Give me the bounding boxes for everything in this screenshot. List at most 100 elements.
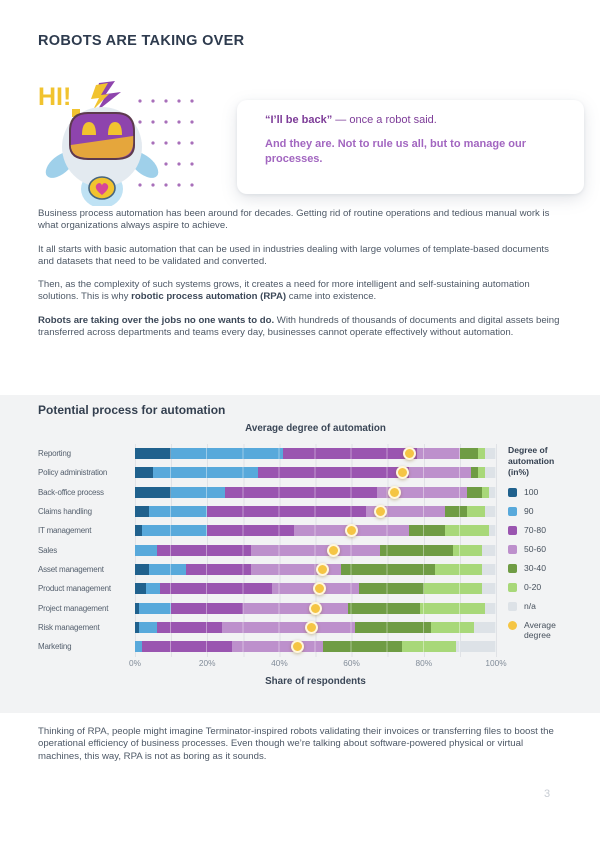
legend-swatch-icon xyxy=(508,507,517,516)
bar-segment-30-40 xyxy=(358,583,424,595)
bar-row: Risk management xyxy=(38,618,496,637)
bar-segment-0-20 xyxy=(452,544,482,556)
bar-segment-30-40 xyxy=(459,448,478,460)
bar-segment-70-80 xyxy=(257,467,410,479)
legend-item-0-20: 0-20 xyxy=(508,582,594,601)
legend-swatch-icon xyxy=(508,545,517,554)
bar-segment-50-60 xyxy=(409,467,471,479)
chart-section-title: Potential process for automation xyxy=(38,403,226,417)
category-label: Project management xyxy=(38,603,109,613)
bar-segment-90 xyxy=(145,583,161,595)
legend-item-70-80: 70-80 xyxy=(508,525,594,544)
bar-segment-n/a xyxy=(481,563,496,575)
bar-segment-70-80 xyxy=(225,486,377,498)
legend-label: 50-60 xyxy=(524,544,546,554)
bar-segment-100 xyxy=(135,506,150,518)
average-degree-dot xyxy=(316,562,330,576)
bar-segment-90 xyxy=(138,621,157,633)
legend-swatch-icon xyxy=(508,602,517,611)
bar-segment-0-20 xyxy=(420,602,486,614)
bar-segment-100 xyxy=(135,467,154,479)
paragraph-1: Business process automation has been aro… xyxy=(38,208,550,232)
stacked-bar xyxy=(135,562,496,576)
bar-segment-n/a xyxy=(488,525,496,537)
bar-segment-30-40 xyxy=(467,486,482,498)
robot-illustration: HI! xyxy=(38,81,194,206)
legend-swatch-icon xyxy=(508,583,517,592)
bar-segment-0-20 xyxy=(445,525,489,537)
bar-segment-30-40 xyxy=(340,563,435,575)
bar-segment-50-60 xyxy=(243,602,348,614)
bar-row: Claims handling xyxy=(38,502,496,521)
category-label: Risk management xyxy=(38,622,100,632)
bar-segment-n/a xyxy=(485,448,496,460)
chart-panel: Potential process for automation Average… xyxy=(0,395,600,713)
robot-face xyxy=(69,112,135,160)
bar-segment-50-60 xyxy=(221,621,356,633)
bar-segment-100 xyxy=(135,448,172,460)
bar-segment-n/a xyxy=(481,544,496,556)
x-axis: 0% 20% 40% 60% 80% 100% xyxy=(129,658,507,670)
x-axis-label: Share of respondents xyxy=(265,676,366,687)
bar-segment-0-20 xyxy=(477,467,486,479)
legend-item-30-40: 30-40 xyxy=(508,563,594,582)
heart-badge xyxy=(88,176,116,200)
average-degree-dot xyxy=(402,447,416,461)
legend-item-100: 100 xyxy=(508,487,594,506)
bar-segment-100 xyxy=(135,621,139,633)
legend-swatch-icon xyxy=(508,564,517,573)
quote-line1-bold: “I’ll be back” xyxy=(265,114,333,126)
stacked-bar xyxy=(135,466,496,480)
category-label: IT management xyxy=(38,526,92,536)
hi-text: HI! xyxy=(38,83,71,111)
x-tick: 0% xyxy=(129,658,141,668)
stacked-bar xyxy=(135,447,496,461)
legend-label: n/a xyxy=(524,601,536,611)
category-label: Sales xyxy=(38,545,58,555)
bar-segment-100 xyxy=(135,525,143,537)
average-degree-dot xyxy=(327,543,341,557)
legend-label: Average degree xyxy=(524,620,556,640)
bar-segment-70-80 xyxy=(142,641,233,653)
bar-segment-90 xyxy=(142,525,208,537)
category-label: Asset management xyxy=(38,564,104,574)
bar-row: Reporting xyxy=(38,444,496,463)
x-tick: 100% xyxy=(485,658,507,668)
paragraph-3: Then, as the complexity of such systems … xyxy=(38,279,530,303)
paragraph-4: Robots are taking over the jobs no one w… xyxy=(38,314,560,339)
legend-label: 100 xyxy=(524,487,539,497)
bar-segment-30-40 xyxy=(380,544,453,556)
stacked-bar xyxy=(135,582,496,596)
stacked-bar xyxy=(135,640,496,654)
bar-segment-n/a xyxy=(488,486,496,498)
bar-segment-90 xyxy=(149,506,208,518)
bar-segment-0-20 xyxy=(481,486,489,498)
stacked-bar xyxy=(135,601,496,615)
bar-segment-70-80 xyxy=(156,621,222,633)
x-tick: 80% xyxy=(415,658,433,668)
stacked-bar xyxy=(135,620,496,634)
bar-segment-50-60 xyxy=(232,641,323,653)
body-text: Business process automation has been aro… xyxy=(38,208,566,350)
bar-segment-70-80 xyxy=(207,525,294,537)
quote-box: “I’ll be back” — once a robot said. And … xyxy=(237,100,584,194)
average-degree-dot xyxy=(395,466,409,480)
bar-segment-70-80 xyxy=(171,602,244,614)
page-number: 3 xyxy=(544,788,551,800)
bar-segment-70-80 xyxy=(207,506,367,518)
x-tick: 20% xyxy=(198,658,216,668)
lightning-bolt-icon xyxy=(91,81,121,111)
bar-segment-50-60 xyxy=(250,563,341,575)
bar-segment-90 xyxy=(135,641,143,653)
bar-row: IT management xyxy=(38,521,496,540)
bar-row: Project management xyxy=(38,598,496,617)
bar-segment-90 xyxy=(171,448,283,460)
x-tick: 60% xyxy=(343,658,360,668)
average-dot-icon xyxy=(508,621,517,630)
legend-title: Degree of automation (in%) xyxy=(508,445,555,477)
bar-segment-n/a xyxy=(481,583,496,595)
bar-segment-30-40 xyxy=(409,525,446,537)
legend-swatch-icon xyxy=(508,526,517,535)
bar-segment-0-20 xyxy=(434,563,482,575)
bar-segment-90 xyxy=(138,602,172,614)
